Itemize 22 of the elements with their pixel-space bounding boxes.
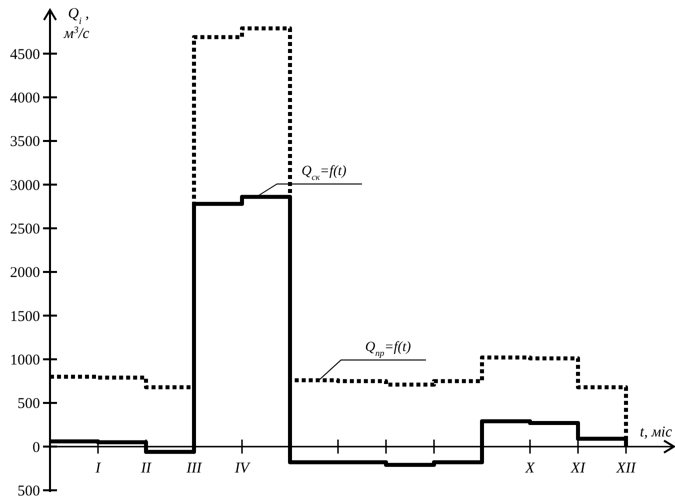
series-label: Q$_{ск}$=f(t) [302, 164, 347, 182]
y-tick-label: 0 [32, 440, 40, 456]
y-tick-label: 4000 [10, 90, 40, 107]
y-tick-label: 1500 [10, 308, 40, 325]
y-tick-label: 2500 [10, 222, 40, 238]
y-tick-label: 500 [18, 484, 40, 500]
y-tick-label: 3000 [10, 178, 40, 194]
x-tick-label: X [524, 460, 536, 477]
x-tick-label: IV [234, 460, 251, 477]
x-tick-label: XI [570, 460, 586, 477]
y-tick-label: 1000 [10, 352, 40, 369]
x-tick-label: I [94, 460, 102, 477]
y-tick-label: 2000 [10, 265, 40, 282]
series-label: Q$_{пр}$=f(t) [365, 340, 412, 358]
x-axis-title: t, міс [640, 424, 672, 441]
y-tick-label: 3500 [10, 134, 40, 150]
x-tick-label: II [140, 460, 152, 477]
x-tick-label: III [186, 460, 202, 477]
y-tick-label: 4500 [10, 46, 40, 63]
y-tick-label: 500 [18, 396, 40, 412]
x-tick-label: XII [615, 460, 637, 477]
y-axis-title: Q$_{i}$ , м$^{3}$/с [63, 6, 90, 42]
